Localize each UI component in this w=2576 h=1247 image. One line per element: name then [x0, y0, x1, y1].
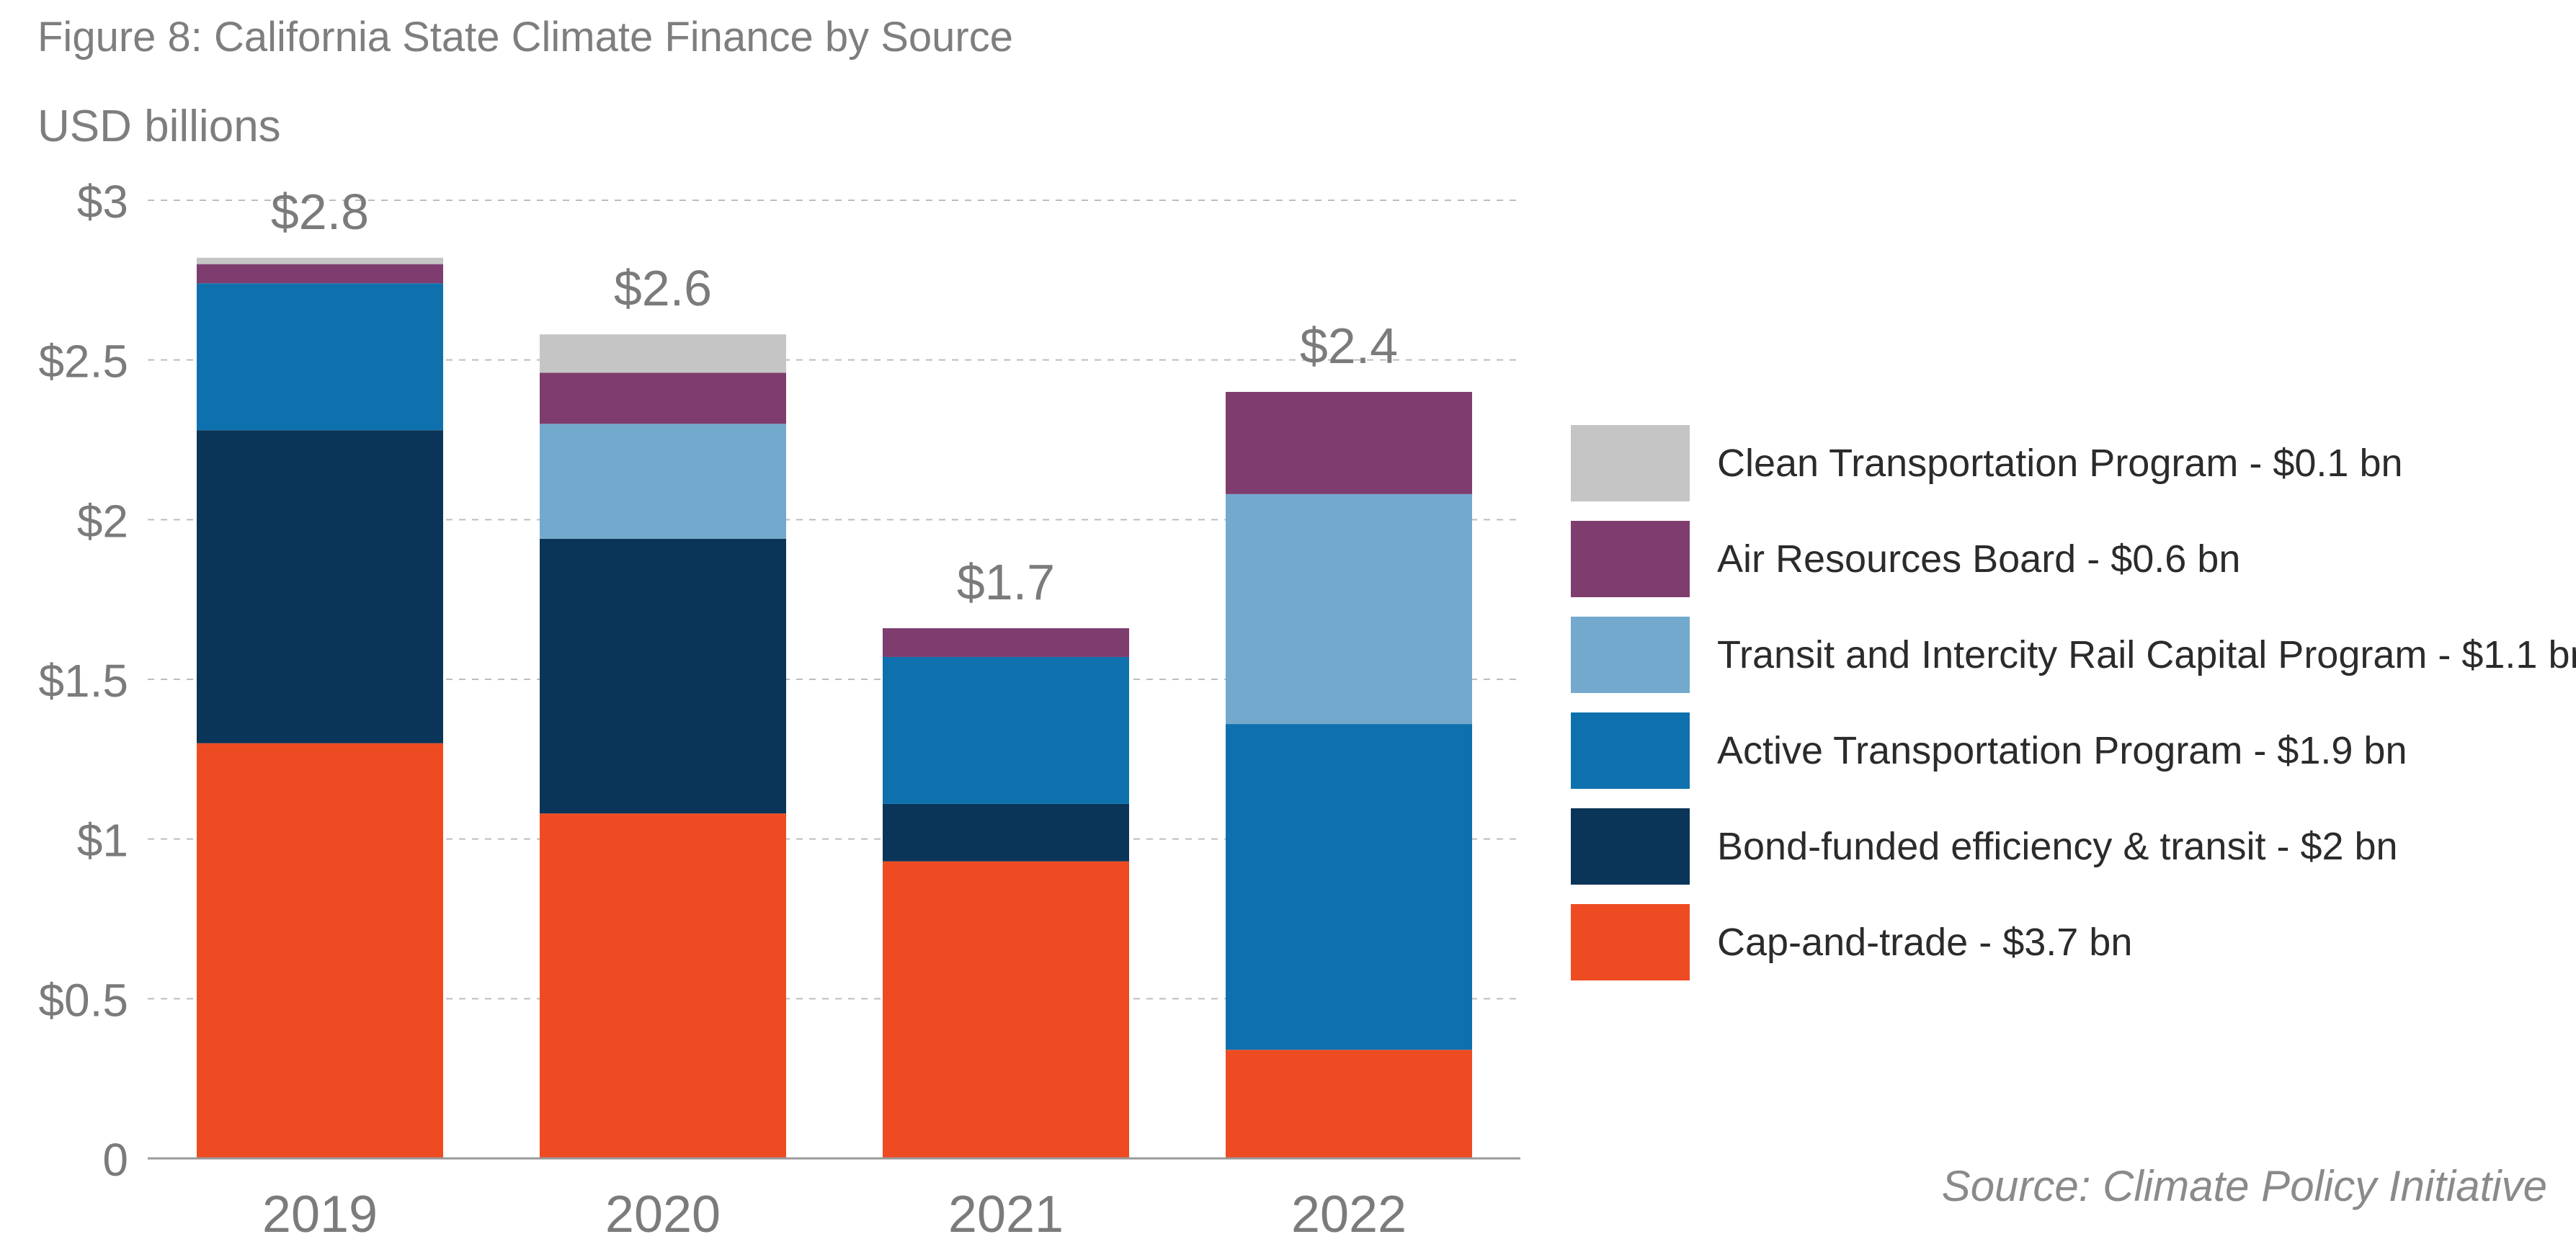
legend-label: Air Resources Board - $0.6 bn [1717, 537, 2241, 581]
y-tick-label: $2.5 [38, 336, 128, 388]
bar-total-label: $2.4 [1300, 318, 1398, 374]
legend-swatch [1571, 425, 1690, 501]
legend-swatch [1571, 808, 1690, 885]
legend-item: Transit and Intercity Rail Capital Progr… [1571, 617, 2576, 693]
y-tick-label: $1.5 [38, 655, 128, 707]
legend-item: Clean Transportation Program - $0.1 bn [1571, 425, 2565, 501]
bar-segment [540, 424, 786, 539]
legend-swatch [1571, 521, 1690, 597]
bar-segment [540, 813, 786, 1158]
bar-segment [197, 257, 443, 264]
bar-segment [883, 628, 1129, 657]
legend-label: Transit and Intercity Rail Capital Progr… [1717, 633, 2576, 676]
source-note: Source: Climate Policy Initiative [1941, 1162, 2547, 1210]
bar-segment [197, 430, 443, 743]
legend-swatch [1571, 904, 1690, 980]
y-tick-label: $3 [77, 176, 128, 228]
bar-segment [883, 861, 1129, 1158]
bar-segment [540, 372, 786, 424]
y-tick-label: $2 [77, 495, 128, 547]
bar-segment [197, 264, 443, 284]
legend-swatch [1571, 712, 1690, 789]
bar-total-label: $2.8 [271, 184, 369, 240]
legend: Clean Transportation Program - $0.1 bn Ai… [1571, 425, 2576, 1000]
x-tick-label: 2019 [262, 1186, 378, 1243]
legend-label: Bond-funded efficiency & transit - $2 bn [1717, 825, 2398, 868]
legend-label: Active Transportation Program - $1.9 bn [1717, 729, 2407, 772]
y-tick-label: $0.5 [38, 974, 128, 1026]
y-tick-label: 0 [102, 1134, 128, 1186]
x-tick-label: 2020 [605, 1186, 721, 1243]
legend-item: Active Transportation Program - $1.9 bn [1571, 712, 2565, 789]
bar-segment [197, 743, 443, 1158]
legend-label: Cap-and-trade - $3.7 bn [1717, 921, 2133, 964]
legend-swatch [1571, 617, 1690, 693]
bar-total-label: $1.7 [957, 554, 1055, 610]
x-tick-label: 2022 [1291, 1186, 1407, 1243]
bar-segment [1226, 493, 1472, 725]
legend-item: Cap-and-trade - $3.7 bn [1571, 904, 2565, 980]
legend-item: Bond-funded efficiency & transit - $2 bn [1571, 808, 2565, 885]
bar-segment [883, 656, 1129, 804]
bar-segment [197, 283, 443, 431]
bar-segment [540, 538, 786, 814]
legend-item: Air Resources Board - $0.6 bn [1571, 521, 2565, 597]
bar-total-label: $2.6 [614, 260, 712, 316]
y-tick-label: $1 [77, 815, 128, 867]
bar-segment [1226, 392, 1472, 494]
unit-label: USD billions [37, 102, 281, 151]
x-tick-label: 2021 [948, 1186, 1064, 1243]
bar-segment [883, 803, 1129, 862]
bar-segment [540, 334, 786, 373]
bar-segment [1226, 724, 1472, 1050]
bar-segment [1226, 1050, 1472, 1158]
stacked-bar-chart: 0 $0.5 $1 $1.5 $2 $2.5 $3 $2.8 2019 $2.6 2020 $1.7 2… [38, 176, 1520, 1243]
legend-label: Clean Transportation Program - $0.1 bn [1717, 442, 2403, 485]
chart-title: Figure 8: California State Climate Finan… [37, 14, 1013, 61]
